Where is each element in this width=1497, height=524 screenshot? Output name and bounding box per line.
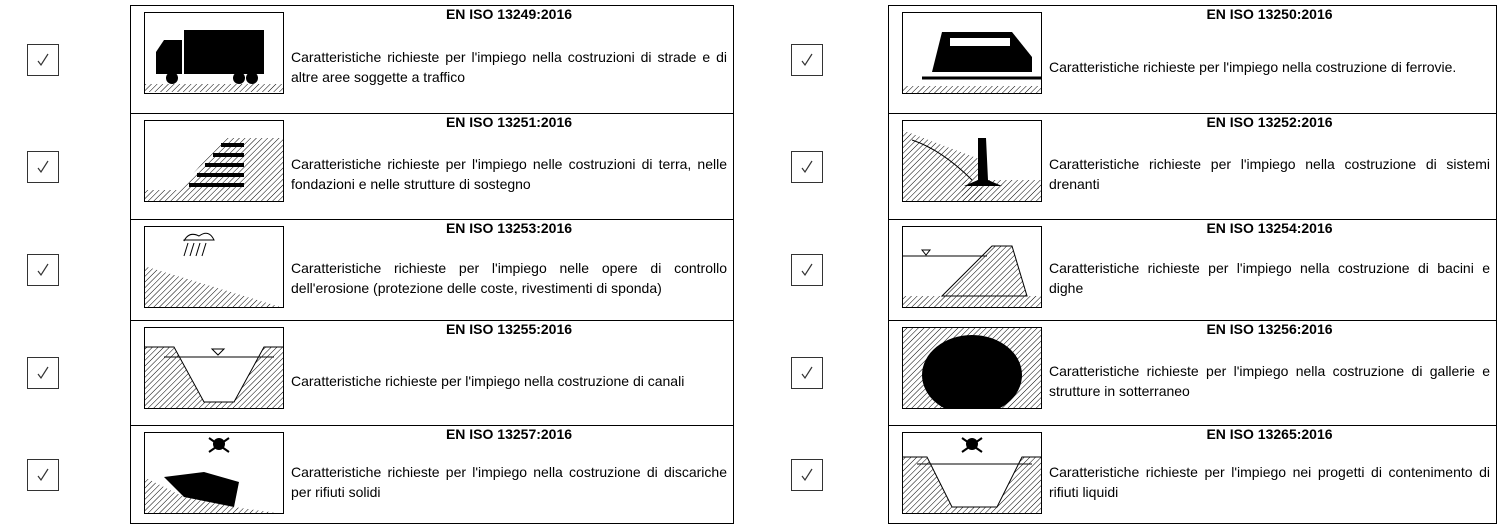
standard-cell: EN ISO 13251:2016 Caratteristiche richies…	[130, 113, 734, 220]
standard-description: Caratteristiche richieste per l'impiego …	[291, 49, 727, 85]
application-icon	[902, 432, 1042, 514]
description-wrap: Caratteristiche richieste per l'impiego …	[291, 443, 727, 521]
standard-code: EN ISO 13255:2016	[445, 321, 573, 337]
description-wrap: Caratteristiche richieste per l'impiego …	[291, 131, 727, 217]
text-block: EN ISO 13254:2016 Caratteristiche richies…	[1049, 220, 1490, 318]
text-block: EN ISO 13250:2016 Caratteristiche richies…	[1049, 6, 1490, 111]
checkbox[interactable]	[27, 151, 59, 183]
application-icon	[144, 432, 284, 514]
text-block: EN ISO 13252:2016 Caratteristiche richies…	[1049, 114, 1490, 217]
standard-description: Caratteristiche richieste per l'impiego …	[1049, 362, 1490, 399]
text-block: EN ISO 13256:2016 Caratteristiche richies…	[1049, 321, 1490, 423]
text-block: EN ISO 13249:2016 Caratteristiche richies…	[291, 6, 727, 111]
standard-description: Caratteristiche richieste per l'impiego …	[291, 372, 685, 389]
standard-description: Caratteristiche richieste per l'impiego …	[291, 156, 727, 192]
standard-cell: EN ISO 13253:2016 Caratteristiche richies…	[130, 219, 734, 321]
standard-code: EN ISO 13250:2016	[1206, 6, 1333, 22]
description-wrap: Caratteristiche richieste per l'impiego …	[1049, 23, 1490, 111]
standard-description: Caratteristiche richieste per l'impiego …	[1049, 59, 1457, 75]
description-wrap: Caratteristiche richieste per l'impiego …	[1049, 443, 1490, 521]
description-wrap: Caratteristiche richieste per l'impiego …	[1049, 338, 1490, 423]
application-icon	[902, 327, 1042, 409]
description-wrap: Caratteristiche richieste per l'impiego …	[291, 338, 727, 423]
application-icon	[902, 226, 1042, 308]
description-wrap: Caratteristiche richieste per l'impiego …	[291, 23, 727, 111]
application-icon	[144, 327, 284, 409]
checkbox[interactable]	[27, 44, 59, 76]
application-icon	[144, 226, 284, 308]
application-icon	[902, 12, 1042, 94]
checkbox[interactable]	[791, 357, 823, 389]
standard-description: Caratteristiche richieste per l'impiego …	[1049, 156, 1490, 192]
description-wrap: Caratteristiche richieste per l'impiego …	[1049, 131, 1490, 217]
checkbox[interactable]	[27, 459, 59, 491]
standard-cell: EN ISO 13252:2016 Caratteristiche richies…	[888, 113, 1497, 220]
standard-cell: EN ISO 13254:2016 Caratteristiche richies…	[888, 219, 1497, 321]
standard-code: EN ISO 13256:2016	[1206, 321, 1333, 337]
text-block: EN ISO 13265:2016 Caratteristiche richies…	[1049, 426, 1490, 521]
application-icon	[902, 120, 1042, 202]
application-icon	[144, 120, 284, 202]
standard-code: EN ISO 13257:2016	[445, 426, 573, 442]
checkbox[interactable]	[791, 254, 823, 286]
standard-description: Caratteristiche richieste per l'impiego …	[1049, 464, 1490, 500]
description-wrap: Caratteristiche richieste per l'impiego …	[291, 237, 727, 318]
text-block: EN ISO 13253:2016 Caratteristiche richies…	[291, 220, 727, 318]
text-block: EN ISO 13257:2016 Caratteristiche richies…	[291, 426, 727, 521]
standard-code: EN ISO 13254:2016	[1206, 220, 1333, 236]
standard-cell: EN ISO 13265:2016 Caratteristiche richies…	[888, 425, 1497, 524]
standard-code: EN ISO 13265:2016	[1206, 426, 1333, 442]
text-block: EN ISO 13255:2016 Caratteristiche richies…	[291, 321, 727, 423]
standard-description: Caratteristiche richieste per l'impiego …	[291, 259, 727, 296]
standard-code: EN ISO 13252:2016	[1206, 114, 1333, 130]
standard-cell: EN ISO 13250:2016 Caratteristiche richies…	[888, 5, 1497, 114]
checkbox[interactable]	[27, 357, 59, 389]
checkbox[interactable]	[791, 459, 823, 491]
standard-cell: EN ISO 13255:2016 Caratteristiche richies…	[130, 320, 734, 426]
standard-cell: EN ISO 13256:2016 Caratteristiche richies…	[888, 320, 1497, 426]
text-block: EN ISO 13251:2016 Caratteristiche richies…	[291, 114, 727, 217]
standard-code: EN ISO 13253:2016	[445, 220, 573, 236]
application-icon	[144, 12, 284, 94]
checkbox[interactable]	[27, 254, 59, 286]
standard-cell: EN ISO 13249:2016 Caratteristiche richies…	[130, 5, 734, 114]
description-wrap: Caratteristiche richieste per l'impiego …	[1049, 237, 1490, 318]
checkbox[interactable]	[791, 44, 823, 76]
standard-code: EN ISO 13249:2016	[445, 6, 573, 22]
standard-description: Caratteristiche richieste per l'impiego …	[291, 464, 727, 500]
standard-code: EN ISO 13251:2016	[445, 114, 573, 130]
checkbox[interactable]	[791, 151, 823, 183]
standard-cell: EN ISO 13257:2016 Caratteristiche richies…	[130, 425, 734, 524]
standard-description: Caratteristiche richieste per l'impiego …	[1049, 259, 1490, 296]
